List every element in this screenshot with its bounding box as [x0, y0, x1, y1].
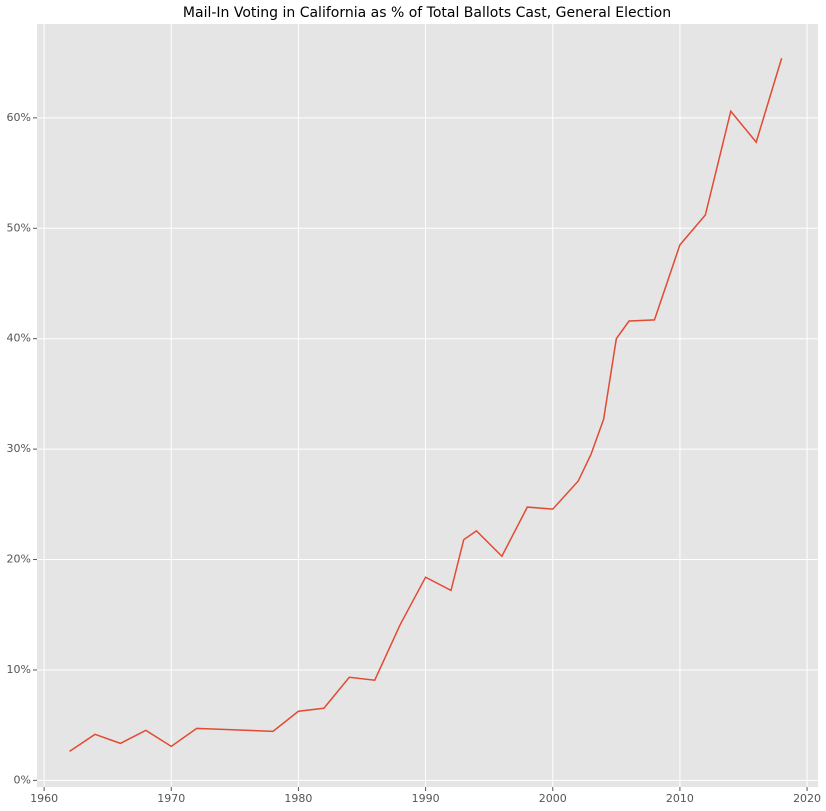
plot-area: [37, 24, 818, 787]
x-tick-label: 2010: [666, 792, 694, 805]
x-tick-label: 1990: [412, 792, 440, 805]
y-tick-label: 30%: [7, 442, 31, 455]
x-tick-label: 1960: [30, 792, 58, 805]
y-tick-label: 0%: [14, 773, 31, 786]
y-tick-label: 10%: [7, 663, 31, 676]
y-tick-label: 50%: [7, 221, 31, 234]
x-tick-label: 2000: [539, 792, 567, 805]
data-line: [69, 58, 783, 752]
chart-title: Mail-In Voting in California as % of Tot…: [183, 5, 671, 21]
x-tick-label: 1980: [284, 792, 312, 805]
x-tick-label: 2020: [793, 792, 821, 805]
x-tick-label: 1970: [157, 792, 185, 805]
y-tick-label: 20%: [7, 553, 31, 566]
y-tick-label: 60%: [7, 111, 31, 124]
y-tick-label: 40%: [7, 332, 31, 345]
